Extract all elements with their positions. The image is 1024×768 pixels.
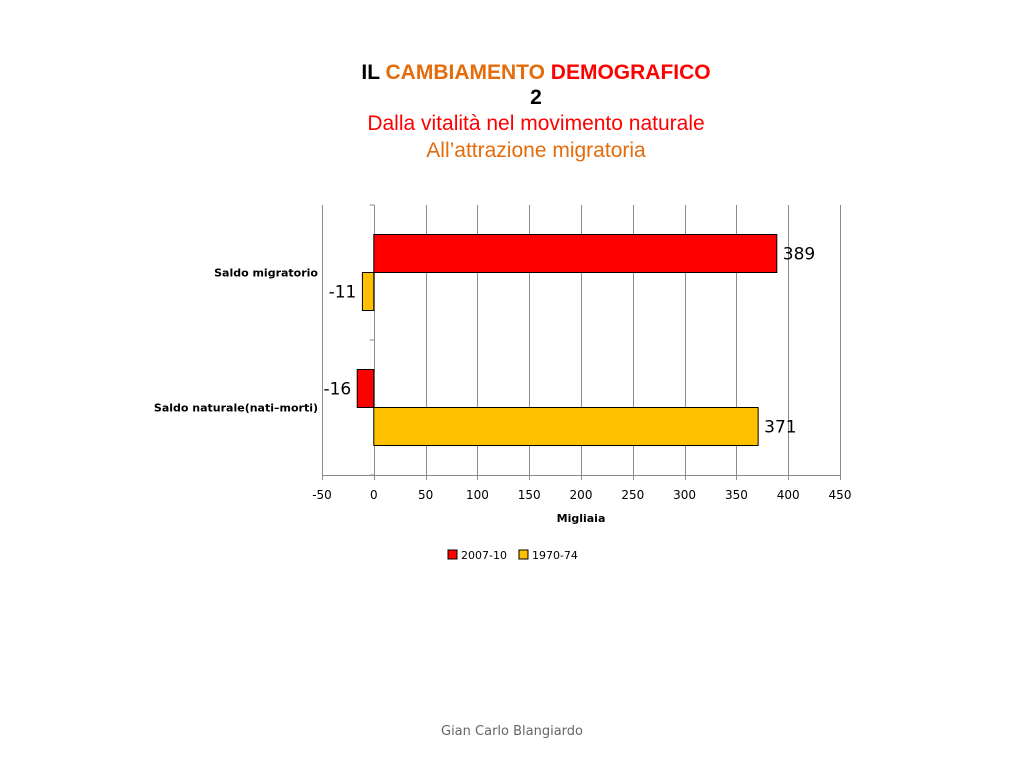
x-tick-label: 350 bbox=[725, 488, 748, 502]
legend-label: 1970-74 bbox=[532, 549, 578, 562]
bar bbox=[373, 407, 759, 446]
data-label: -11 bbox=[329, 283, 357, 303]
title-prefix: IL bbox=[361, 61, 380, 84]
x-tick-label: 250 bbox=[621, 488, 644, 502]
x-tick-label: 200 bbox=[570, 488, 593, 502]
x-tick-label: 450 bbox=[829, 488, 852, 502]
title-block: IL CAMBIAMENTO DEMOGRAFICO 2 Dalla vital… bbox=[0, 60, 1024, 164]
x-tick-label: 50 bbox=[418, 488, 433, 502]
category-label: Saldo migratorio bbox=[214, 267, 318, 280]
subtitle-line-1: Dalla vitalità nel movimento naturale bbox=[367, 112, 705, 135]
x-tick-label: 300 bbox=[673, 488, 696, 502]
data-label: -16 bbox=[323, 380, 351, 400]
x-tick-label: 0 bbox=[370, 488, 378, 502]
data-label: 371 bbox=[764, 418, 796, 438]
category-label: Saldo naturale(nati–morti) bbox=[154, 402, 318, 415]
legend-swatch bbox=[447, 549, 458, 560]
bar bbox=[361, 272, 375, 311]
x-tick-label: 100 bbox=[466, 488, 489, 502]
title-number: 2 bbox=[530, 86, 542, 109]
x-tick-label: -50 bbox=[312, 488, 332, 502]
title-word-cambiamento: CAMBIAMENTO bbox=[385, 61, 545, 84]
x-axis-label: Migliaia bbox=[557, 512, 606, 525]
legend-label: 2007-10 bbox=[461, 549, 507, 562]
legend-swatch bbox=[518, 549, 529, 560]
x-tick-label: 150 bbox=[518, 488, 541, 502]
title-word-demografico: DEMOGRAFICO bbox=[550, 61, 711, 84]
data-label: 389 bbox=[783, 245, 815, 265]
bar bbox=[373, 234, 778, 273]
bar bbox=[356, 369, 375, 408]
subtitle-line-2: All’attrazione migratoria bbox=[426, 139, 646, 162]
x-tick-label: 400 bbox=[777, 488, 800, 502]
footer-author: Gian Carlo Blangiardo bbox=[441, 724, 583, 739]
title-line: IL CAMBIAMENTO DEMOGRAFICO bbox=[0, 60, 1024, 86]
